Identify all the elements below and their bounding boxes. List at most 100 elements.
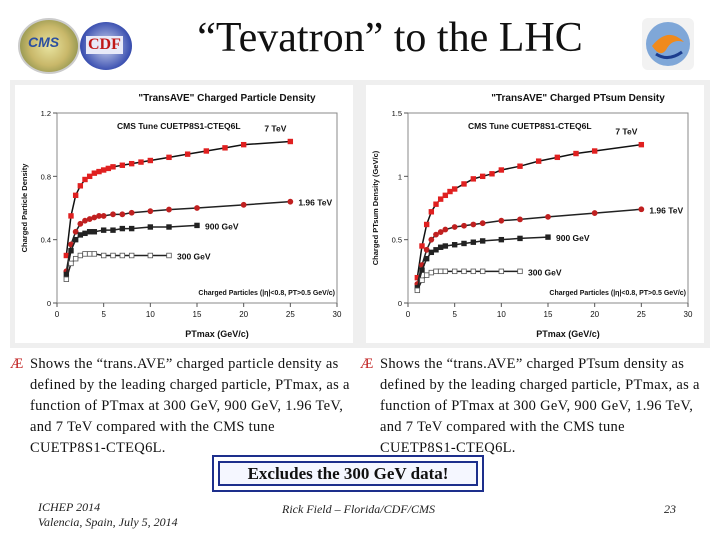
chart-annotation: Charged Particles (|η|<0.8, PT>0.5 GeV/c… bbox=[198, 290, 335, 297]
uf-gator-logo bbox=[642, 18, 694, 70]
data-point bbox=[461, 268, 467, 275]
bullet-right-text: Shows the “trans.AVE” charged PTsum dens… bbox=[380, 356, 700, 456]
data-point bbox=[428, 249, 435, 256]
highlight-box: Excludes the 300 GeV data! bbox=[212, 455, 484, 492]
data-point bbox=[72, 228, 79, 235]
data-point bbox=[110, 252, 116, 259]
data-point bbox=[545, 234, 551, 240]
chart-charged-ptsum-density: "TransAVE" Charged PTsum Density CMS Tune… bbox=[371, 93, 693, 339]
x-tick-label: 25 bbox=[286, 310, 295, 319]
data-point bbox=[147, 252, 154, 259]
y-tick-label: 0 bbox=[398, 299, 402, 308]
data-point bbox=[147, 157, 154, 164]
data-point bbox=[591, 210, 598, 216]
data-point bbox=[128, 160, 135, 167]
series-label: 7 TeV bbox=[264, 124, 286, 134]
data-point bbox=[100, 213, 107, 219]
x-tick-label: 0 bbox=[406, 310, 411, 319]
data-point bbox=[91, 170, 98, 176]
data-point bbox=[498, 268, 505, 275]
data-point bbox=[77, 183, 84, 189]
series-curve-1 bbox=[416, 208, 642, 285]
data-point bbox=[419, 277, 425, 283]
data-point bbox=[451, 186, 458, 192]
data-point bbox=[72, 255, 79, 262]
data-point bbox=[194, 205, 200, 211]
footer-conference: ICHEP 2014 Valencia, Spain, July 5, 2014 bbox=[38, 500, 178, 530]
footer-conf-line1: ICHEP 2014 bbox=[38, 500, 101, 514]
y-tick-label: 0.5 bbox=[392, 236, 402, 245]
data-point bbox=[470, 239, 477, 245]
data-point bbox=[517, 163, 523, 169]
data-point bbox=[437, 244, 444, 250]
x-tick-label: 15 bbox=[544, 310, 553, 319]
chart-title: "TransAVE" Charged PTsum Density bbox=[491, 93, 665, 104]
series-label: 1.96 TeV bbox=[298, 198, 332, 208]
y-tick-label: 1 bbox=[398, 172, 402, 181]
data-point bbox=[433, 268, 439, 275]
data-point bbox=[638, 206, 645, 213]
data-point bbox=[433, 231, 439, 238]
data-point bbox=[166, 206, 172, 213]
data-point bbox=[451, 242, 458, 248]
data-point bbox=[68, 260, 74, 267]
data-point bbox=[82, 230, 88, 237]
data-point bbox=[414, 287, 421, 294]
series-label: 1.96 TeV bbox=[649, 205, 683, 215]
data-point bbox=[437, 268, 444, 275]
data-point bbox=[470, 176, 477, 182]
series-label: 300 GeV bbox=[528, 267, 562, 277]
data-point bbox=[147, 208, 154, 215]
data-point bbox=[105, 165, 112, 172]
x-tick-label: 5 bbox=[101, 310, 106, 319]
data-point bbox=[423, 246, 430, 253]
data-point bbox=[419, 267, 425, 273]
data-point bbox=[461, 222, 467, 229]
data-point bbox=[447, 188, 453, 195]
data-point bbox=[240, 141, 247, 148]
x-tick-label: 15 bbox=[193, 310, 202, 319]
data-point bbox=[423, 255, 430, 262]
bullet-arrow-icon: Æ bbox=[10, 356, 24, 372]
data-point bbox=[498, 217, 505, 224]
data-point bbox=[287, 198, 294, 205]
data-point bbox=[68, 213, 74, 219]
x-tick-label: 25 bbox=[637, 310, 646, 319]
data-point bbox=[147, 224, 154, 230]
bullet-right: Æ Shows the “trans.AVE” charged PTsum de… bbox=[360, 354, 700, 459]
data-point bbox=[110, 227, 116, 233]
data-point bbox=[72, 236, 79, 243]
data-point bbox=[442, 192, 449, 199]
footer-author: Rick Field – Florida/CDF/CMS bbox=[282, 502, 435, 516]
data-point bbox=[419, 243, 425, 249]
data-point bbox=[437, 196, 444, 202]
data-point bbox=[479, 238, 486, 244]
data-point bbox=[82, 217, 88, 224]
data-point bbox=[442, 243, 449, 249]
y-axis-label: Charged PTsum Density (GeV/c) bbox=[371, 150, 380, 265]
chart-right-container: "TransAVE" Charged PTsum Density CMS Tune… bbox=[366, 85, 704, 343]
data-point bbox=[77, 220, 84, 227]
x-tick-label: 5 bbox=[452, 310, 457, 319]
data-point bbox=[91, 251, 98, 257]
data-point bbox=[433, 247, 439, 253]
data-point bbox=[100, 167, 107, 173]
data-point bbox=[428, 236, 435, 243]
data-point bbox=[545, 213, 551, 220]
data-point bbox=[451, 268, 458, 275]
data-point bbox=[72, 192, 79, 199]
footer-page-number: 23 bbox=[664, 502, 676, 516]
chart-tune-label: CMS Tune CUETP8S1-CTEQ6L bbox=[468, 121, 592, 131]
data-point bbox=[86, 173, 93, 180]
y-tick-label: 1.2 bbox=[41, 109, 51, 118]
data-point bbox=[470, 268, 477, 275]
data-point bbox=[461, 181, 467, 187]
data-point bbox=[498, 167, 505, 173]
data-point bbox=[535, 158, 542, 164]
data-point bbox=[479, 268, 486, 275]
data-point bbox=[77, 232, 84, 238]
data-point bbox=[119, 211, 126, 218]
data-point bbox=[96, 168, 102, 175]
data-point bbox=[437, 229, 444, 235]
data-point bbox=[128, 252, 135, 259]
